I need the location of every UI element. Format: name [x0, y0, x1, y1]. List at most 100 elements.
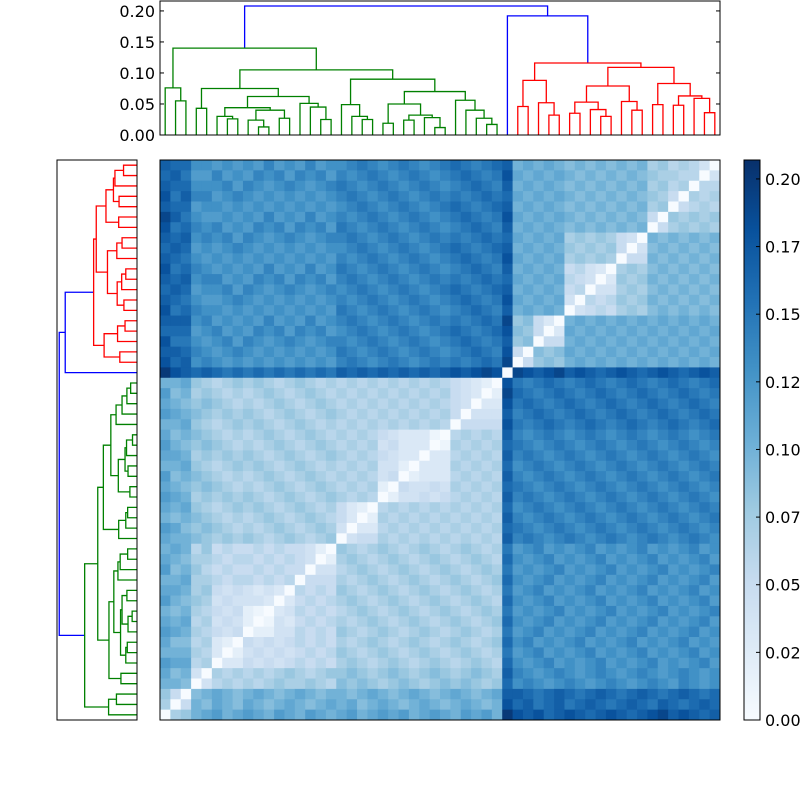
heatmap-cell: [626, 222, 638, 233]
heatmap-cell: [616, 678, 628, 690]
heatmap-cell: [699, 222, 711, 233]
heatmap-cell: [450, 377, 462, 389]
heatmap-cell: [346, 657, 358, 669]
heatmap-cell: [180, 294, 192, 306]
heatmap-cell: [263, 699, 275, 711]
heatmap-cell: [367, 481, 379, 493]
heatmap-cell: [180, 460, 192, 472]
heatmap-cell: [357, 564, 368, 576]
heatmap-cell: [522, 460, 534, 472]
heatmap-cell: [336, 512, 348, 524]
heatmap-cell: [605, 554, 617, 565]
heatmap-cell: [688, 201, 700, 213]
heatmap-cell: [471, 574, 482, 586]
heatmap-cell: [647, 274, 659, 285]
heatmap-cell: [232, 232, 244, 244]
heatmap-cell: [367, 388, 379, 399]
heatmap-cell: [388, 564, 399, 576]
heatmap-cell: [315, 232, 327, 244]
heatmap-cell: [647, 688, 659, 700]
heatmap-cell: [512, 585, 524, 596]
heatmap-cell: [637, 377, 648, 389]
heatmap-cell: [336, 429, 348, 441]
heatmap-cell: [346, 274, 358, 285]
heatmap-cell: [170, 315, 182, 327]
heatmap-cell: [263, 284, 275, 296]
heatmap-cell: [305, 377, 316, 389]
heatmap-cell: [574, 564, 586, 576]
heatmap-cell: [574, 160, 586, 171]
heatmap-cell: [305, 294, 316, 306]
heatmap-cell: [481, 336, 493, 348]
heatmap-cell: [616, 450, 628, 462]
heatmap-cell: [688, 491, 700, 503]
heatmap-cell: [398, 211, 410, 223]
heatmap-cell: [408, 688, 420, 700]
heatmap-cell: [647, 408, 659, 420]
heatmap-cell: [699, 678, 711, 690]
dendrogram-link: [113, 570, 121, 634]
heatmap-cell: [253, 460, 265, 472]
heatmap-cell: [357, 398, 368, 410]
heatmap-cell: [408, 471, 420, 482]
heatmap-cell: [274, 626, 285, 638]
heatmap-cell: [211, 377, 223, 389]
heatmap-cell: [688, 388, 700, 399]
heatmap-cell: [491, 429, 503, 441]
heatmap-cell: [357, 305, 368, 316]
heatmap-cell: [585, 543, 596, 555]
heatmap-cell: [605, 305, 617, 316]
heatmap-cell: [502, 481, 513, 493]
heatmap-cell: [440, 377, 451, 389]
heatmap-cell: [294, 709, 306, 721]
heatmap-cell: [554, 502, 565, 513]
heatmap-cell: [554, 429, 565, 441]
heatmap-cell: [481, 512, 493, 524]
heatmap-cell: [709, 408, 721, 420]
heatmap-cell: [357, 491, 368, 503]
heatmap-cell: [191, 253, 202, 265]
heatmap-cell: [512, 688, 524, 700]
heatmap-cell: [626, 367, 638, 379]
heatmap-cell: [440, 160, 451, 171]
heatmap-cell: [346, 315, 358, 327]
heatmap-cell: [377, 637, 389, 648]
heatmap-cell: [232, 284, 244, 296]
heatmap-cell: [668, 408, 679, 420]
dendrogram-link: [309, 106, 327, 135]
heatmap-cell: [170, 232, 182, 244]
heatmap-cell: [346, 460, 358, 472]
heatmap-cell: [253, 211, 265, 223]
heatmap-cell: [657, 647, 669, 659]
heatmap-cell: [585, 253, 596, 265]
heatmap-cell: [325, 274, 337, 285]
heatmap-cell: [543, 284, 555, 296]
heatmap-cell: [222, 657, 233, 669]
heatmap-cell: [253, 253, 265, 265]
heatmap-cell: [585, 346, 596, 358]
heatmap-cell: [512, 595, 524, 607]
heatmap-cell: [709, 274, 721, 285]
heatmap-cell: [668, 284, 679, 296]
heatmap-cell: [616, 699, 628, 711]
heatmap-cell: [637, 242, 648, 254]
heatmap-cell: [284, 419, 296, 431]
heatmap-cell: [211, 626, 223, 638]
heatmap-cell: [346, 522, 358, 534]
dendrogram-link: [126, 387, 137, 405]
heatmap-cell: [242, 657, 254, 669]
heatmap-cell: [284, 522, 296, 534]
heatmap-cell: [232, 253, 244, 265]
heatmap-cell: [678, 377, 690, 389]
heatmap-cell: [699, 647, 711, 659]
heatmap-cell: [481, 502, 493, 513]
heatmap-cell: [294, 668, 306, 679]
heatmap-cell: [699, 398, 711, 410]
heatmap-cell: [388, 408, 399, 420]
heatmap-cell: [512, 357, 524, 368]
heatmap-cell: [263, 668, 275, 679]
heatmap-cell: [522, 377, 534, 389]
heatmap-cell: [522, 481, 534, 493]
heatmap-cell: [585, 408, 596, 420]
heatmap-cell: [325, 253, 337, 265]
